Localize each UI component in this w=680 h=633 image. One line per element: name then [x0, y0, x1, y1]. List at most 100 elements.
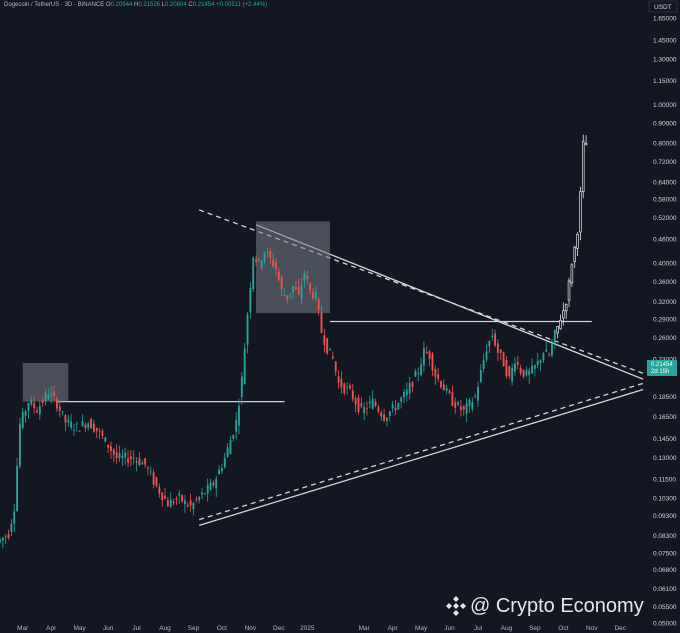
candle	[570, 262, 574, 287]
y-tick-label: 0.06800	[653, 567, 677, 574]
y-tick-label: 0.26000	[653, 335, 677, 342]
candle	[442, 379, 445, 391]
candle	[121, 449, 124, 467]
y-tick-label: 0.09300	[653, 513, 677, 520]
candle	[292, 285, 294, 300]
candle	[87, 421, 90, 431]
candle	[75, 421, 78, 432]
candle	[223, 452, 226, 469]
trendline-dashed	[198, 209, 644, 374]
candle	[64, 414, 67, 432]
candle	[181, 494, 184, 504]
x-tick-label: Dec	[614, 625, 626, 632]
watermark-text: @ Crypto Economy	[470, 595, 644, 617]
candle	[474, 393, 477, 399]
candle	[189, 493, 192, 512]
candle	[408, 376, 411, 400]
candle	[186, 502, 189, 508]
candle	[343, 382, 346, 396]
candle	[411, 381, 414, 393]
high-label: H	[133, 2, 139, 8]
candle	[551, 339, 553, 358]
y-tick-label: 0.46000	[653, 236, 677, 243]
y-tick-label: 0.10300	[653, 495, 677, 502]
candle	[70, 414, 73, 430]
x-tick-label: Apr	[388, 625, 399, 632]
candle	[573, 245, 576, 269]
candle	[218, 465, 220, 475]
candle	[303, 269, 306, 288]
candle	[240, 371, 243, 406]
price-tag-countdown: 2d 15h	[651, 369, 669, 375]
candle	[394, 399, 397, 415]
candle	[201, 487, 203, 500]
candle	[235, 412, 238, 440]
candle	[206, 478, 209, 502]
candle	[152, 469, 155, 489]
candle	[485, 344, 488, 363]
candle	[58, 400, 61, 418]
candle	[564, 303, 568, 320]
x-tick-label: May	[415, 625, 428, 632]
candle	[275, 258, 277, 277]
candle	[155, 476, 158, 488]
y-tick-label: 0.90000	[653, 120, 677, 127]
y-tick-label: 0.08300	[653, 533, 677, 540]
candle	[417, 367, 420, 382]
candle	[257, 258, 260, 262]
candle	[357, 394, 360, 415]
candle	[479, 364, 482, 384]
candle	[312, 288, 314, 301]
y-tick-label: 0.40000	[653, 261, 677, 268]
candle	[482, 353, 485, 373]
x-tick-label: Oct	[217, 625, 227, 632]
binance-logo-icon	[446, 596, 466, 616]
candle	[277, 268, 280, 282]
candle	[286, 295, 289, 303]
candle	[380, 410, 383, 421]
currency-label[interactable]: USDT	[648, 0, 678, 13]
x-tick-label: Sep	[529, 625, 541, 632]
candle	[272, 253, 275, 269]
time-axis[interactable]: Mar Apr May Jun Jul Aug Sep Oct Nov Dec 2025 Mar Apr…	[17, 625, 627, 632]
candle	[502, 351, 505, 367]
y-tick-label: 0.23000	[653, 356, 677, 363]
candle	[309, 282, 312, 295]
candle	[471, 397, 474, 413]
candle	[36, 406, 38, 414]
candle	[144, 457, 147, 468]
candle	[522, 369, 525, 379]
high-value: 0.21526	[138, 2, 161, 8]
candle	[440, 380, 442, 389]
y-tick-label: 0.14500	[653, 436, 677, 443]
candle	[331, 351, 334, 360]
y-tick-label: 0.32000	[653, 299, 677, 306]
candle	[579, 186, 582, 241]
y-tick-label: 1.45000	[653, 38, 677, 45]
candle	[562, 302, 565, 326]
candle	[92, 420, 95, 433]
candle	[0, 538, 1, 545]
trendline	[198, 388, 644, 527]
candle	[127, 450, 129, 468]
y-tick-label: 0.06100	[653, 586, 677, 593]
price-axis[interactable]: 1.65000 1.45000 1.30000 1.15000 1.00000 0.900…	[653, 15, 677, 627]
y-tick-label: 0.29000	[653, 316, 677, 323]
candle	[101, 428, 104, 439]
candle	[545, 341, 548, 352]
candle	[124, 447, 127, 465]
candle	[377, 404, 380, 414]
candle	[135, 456, 138, 472]
y-tick-label: 0.58000	[653, 196, 677, 203]
candle	[132, 450, 135, 465]
candle	[542, 351, 545, 364]
symbol-legend: Dogecoin / TetherUS · 3D · BINANCE O0.20…	[4, 2, 267, 8]
y-tick-label: 0.72000	[653, 159, 677, 166]
open-value: 0.20944	[110, 2, 133, 8]
x-tick-label: Apr	[46, 625, 57, 632]
candle	[289, 293, 292, 299]
y-tick-label: 1.30000	[653, 57, 677, 64]
candle	[340, 371, 343, 394]
candle	[323, 328, 326, 353]
